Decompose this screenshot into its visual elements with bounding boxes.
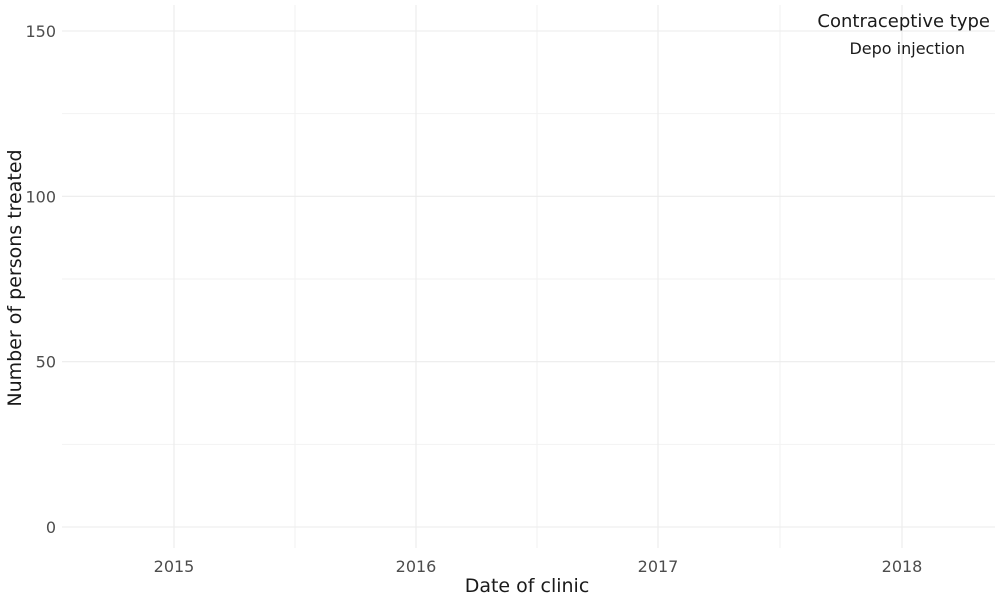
- plot-panel: [62, 5, 995, 548]
- y-tick-label: 0: [46, 518, 56, 537]
- x-tick-label: 2018: [882, 557, 923, 576]
- y-axis-title: Number of persons treated: [4, 149, 26, 406]
- y-tick-label: 150: [25, 22, 56, 41]
- x-tick-label: 2017: [638, 557, 679, 576]
- x-tick-label: 2016: [396, 557, 437, 576]
- x-axis-ticks: 2015 2016 2017 2018: [154, 557, 923, 576]
- minor-gridlines: [62, 5, 995, 548]
- legend-entry: Depo injection: [849, 39, 965, 58]
- x-tick-label: 2015: [154, 557, 195, 576]
- major-gridlines: [62, 5, 995, 548]
- legend-entries: Depo injection: [849, 39, 965, 58]
- y-tick-label: 50: [36, 353, 56, 372]
- x-axis-title: Date of clinic: [465, 575, 590, 597]
- legend: Contraceptive type Depo injection: [817, 11, 990, 58]
- y-tick-label: 100: [25, 187, 56, 206]
- y-axis-ticks: 0 50 100 150: [25, 22, 56, 537]
- legend-title: Contraceptive type: [817, 11, 990, 32]
